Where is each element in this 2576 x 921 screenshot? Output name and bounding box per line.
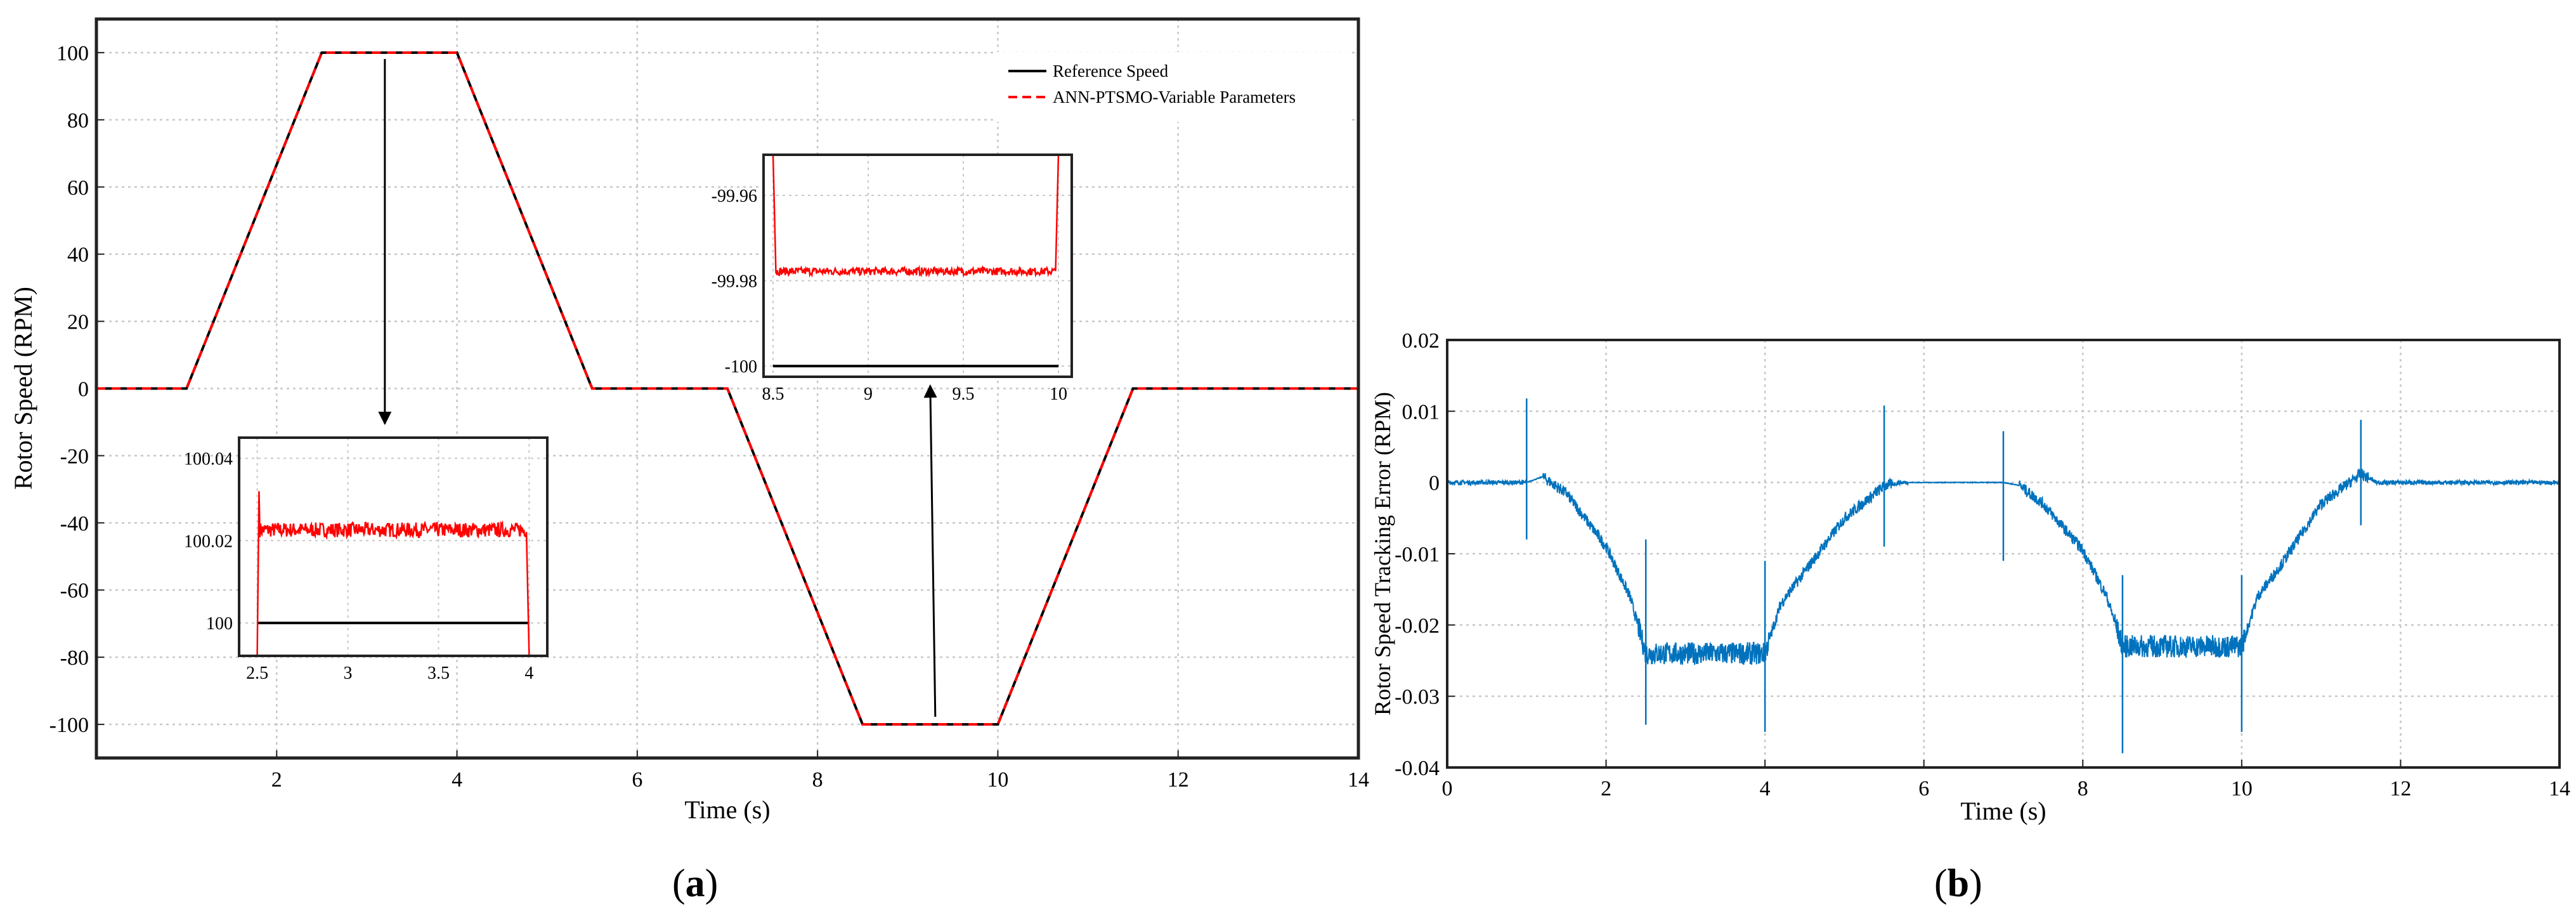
x-tick-label: 14 — [2549, 777, 2570, 800]
x-tick-label: 6 — [632, 768, 642, 792]
inset-2-frame — [762, 154, 1073, 378]
y-tick-label: -100 — [49, 714, 89, 737]
x-tick-label: 12 — [1168, 768, 1189, 792]
inset-y-tick-label: 100 — [206, 614, 233, 634]
panel-a: 2 4 6 8 10 12 14 -100 -80 -60 -40 -20 0 20 40 60 80 100 R… — [9, 17, 1369, 905]
y-tick-label: -40 — [60, 512, 89, 535]
x-tick-label: 2 — [271, 768, 282, 792]
panel-a-label: (a) — [672, 862, 718, 905]
y-tick-label: 0 — [1429, 472, 1440, 495]
y-tick-label: 0.02 — [1402, 329, 1440, 353]
panel-a-ticks: 2 4 6 8 10 12 14 -100 -80 -60 -40 -20 0 20 40 60 80 100 — [49, 42, 1369, 792]
inset-x-tick-label: 3.5 — [427, 663, 450, 683]
x-tick-label: 0 — [1442, 777, 1453, 800]
y-tick-label: -0.03 — [1395, 686, 1440, 709]
inset-x-tick-label: 4 — [524, 663, 533, 683]
panel-b: 0 2 4 6 8 10 12 14 0.02 0.01 0 -0.01 -0.02 -0.03 -0.04… — [1370, 329, 2570, 905]
y-tick-label: -0.02 — [1395, 614, 1440, 637]
y-tick-label: -0.01 — [1395, 543, 1440, 566]
tracking-error-spikes — [1526, 398, 2362, 754]
inset-1-background — [239, 438, 547, 656]
panel-a-legend: Reference Speed ANN-PTSMO-Variable Param… — [994, 52, 1352, 122]
y-tick-label: 40 — [67, 244, 89, 267]
inset-x-tick-label: 8.5 — [762, 384, 784, 404]
panel-b-label: (b) — [1934, 862, 1982, 905]
inset-x-tick-label: 9 — [864, 384, 873, 404]
legend-box — [994, 52, 1352, 122]
panel-a-xlabel: Time (s) — [684, 795, 770, 824]
y-tick-label: 80 — [67, 109, 89, 133]
y-tick-label: 0 — [78, 378, 89, 402]
inset-x-tick-label: 9.5 — [953, 384, 975, 404]
y-tick-label: 0.01 — [1402, 400, 1440, 424]
panel-b-axes-frame — [1446, 339, 2561, 769]
y-tick-label: -80 — [60, 646, 89, 670]
inset-2-zoom-arrow — [923, 384, 937, 717]
x-tick-label: 8 — [812, 768, 823, 792]
x-tick-label: 4 — [1760, 777, 1771, 800]
inset-y-tick-label: 100.02 — [184, 532, 233, 551]
inset-1-frame — [238, 436, 549, 657]
y-tick-label: 20 — [67, 311, 89, 334]
inset-1: 2.5 3 3.5 4 100 100.02 100.04 — [184, 436, 549, 683]
x-tick-label: 2 — [1601, 777, 1611, 800]
y-tick-label: 60 — [67, 176, 89, 200]
inset-2-background — [764, 155, 1072, 377]
x-tick-label: 6 — [1918, 777, 1929, 800]
inset-y-tick-label: 100.04 — [184, 449, 233, 469]
panel-b-xlabel: Time (s) — [1960, 797, 2046, 825]
panel-b-ylabel: Rotor Speed Tracking Error (RPM) — [1370, 392, 1395, 715]
x-tick-label: 4 — [452, 768, 462, 792]
panel-a-ylabel: Rotor Speed (RPM) — [9, 287, 37, 490]
x-tick-label: 8 — [2078, 777, 2088, 800]
x-tick-label: 10 — [2231, 777, 2253, 800]
inset-2-estimated-speed — [772, 155, 1060, 278]
inset-1-estimated-speed — [256, 491, 530, 656]
legend-reference-label: Reference Speed — [1053, 62, 1169, 81]
inset-x-tick-label: 10 — [1050, 384, 1067, 404]
inset-x-tick-label: 2.5 — [246, 663, 268, 683]
y-tick-label: -60 — [60, 579, 89, 603]
inset-y-tick-label: -99.96 — [712, 186, 757, 206]
inset-y-tick-label: -100 — [725, 357, 757, 377]
inset-x-tick-label: 3 — [344, 663, 353, 683]
x-tick-label: 14 — [1348, 768, 1369, 792]
y-tick-label: -0.04 — [1395, 757, 1440, 780]
legend-ann-ptsmo-label: ANN-PTSMO-Variable Parameters — [1053, 88, 1296, 107]
y-tick-label: 100 — [56, 42, 89, 65]
inset-2-ticks: 8.5 9 9.5 10 -99.96 -99.98 -100 — [712, 186, 1067, 404]
inset-1-ticks: 2.5 3 3.5 4 100 100.02 100.04 — [184, 449, 533, 683]
reference-speed-line — [96, 51, 1358, 726]
panel-a-axes-frame — [94, 17, 1360, 760]
panel-b-ticks: 0 2 4 6 8 10 12 14 0.02 0.01 0 -0.01 -0.02 -0.03 -0.04 — [1395, 329, 2570, 800]
x-tick-label: 10 — [987, 768, 1008, 792]
inset-2: 8.5 9 9.5 10 -99.96 -99.98 -100 — [712, 154, 1073, 404]
inset-y-tick-label: -99.98 — [712, 272, 757, 292]
x-tick-label: 12 — [2390, 777, 2411, 800]
y-tick-label: -20 — [60, 445, 89, 468]
